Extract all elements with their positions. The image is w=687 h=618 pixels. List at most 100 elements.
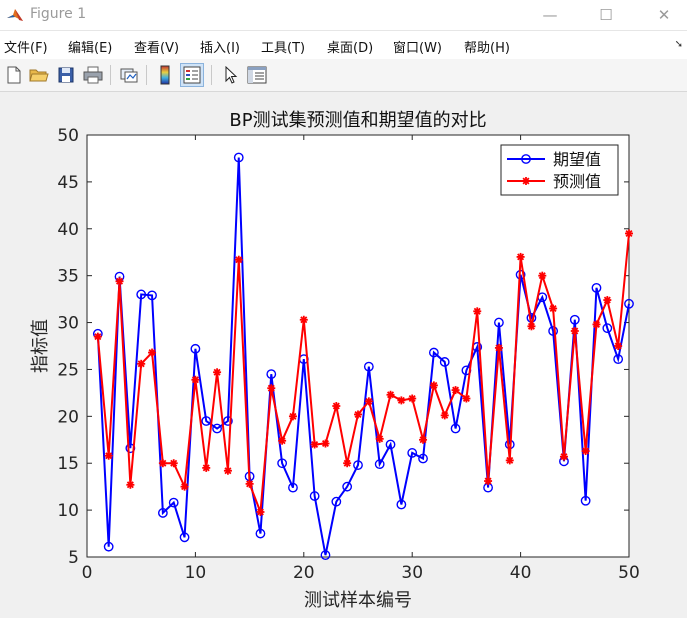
data-point-predicted bbox=[213, 368, 222, 377]
line-chart[interactable]: 0 10 20 30 40 50 5 10 15 20 25 30 35 40 45 50 BP测试集预测值和期… bbox=[0, 92, 687, 618]
y-tick-label: 35 bbox=[57, 267, 79, 287]
link-plot-icon bbox=[120, 68, 138, 83]
data-point-expected bbox=[385, 439, 396, 450]
data-point-predicted bbox=[473, 307, 482, 316]
print-icon bbox=[83, 66, 103, 84]
data-point-predicted bbox=[397, 396, 406, 405]
link-plot-button[interactable] bbox=[117, 63, 141, 87]
data-point-predicted bbox=[419, 435, 428, 444]
data-point-expected bbox=[569, 314, 580, 325]
legend-label: 期望值 bbox=[553, 150, 601, 169]
menu-file[interactable]: 文件(F) bbox=[4, 41, 48, 56]
axes-box bbox=[86, 134, 630, 558]
data-point-predicted bbox=[267, 384, 276, 393]
new-figure-button[interactable] bbox=[2, 63, 26, 87]
menu-insert[interactable]: 插入(I) bbox=[200, 41, 240, 56]
colorbar-icon bbox=[160, 65, 170, 85]
data-point-expected bbox=[201, 416, 212, 426]
data-point-predicted bbox=[245, 479, 254, 488]
data-point-expected bbox=[168, 497, 179, 508]
y-tick-label: 45 bbox=[57, 173, 79, 193]
data-point-predicted bbox=[516, 252, 525, 261]
data-point-expected bbox=[363, 361, 374, 372]
legend-box bbox=[500, 144, 619, 196]
data-point-predicted bbox=[115, 277, 124, 286]
data-point-expected bbox=[407, 448, 418, 458]
legend-marker bbox=[522, 177, 530, 185]
data-point-predicted bbox=[625, 229, 633, 238]
data-point-predicted bbox=[386, 390, 395, 399]
menu-overflow-arrow-icon[interactable]: ➘ bbox=[674, 39, 683, 50]
matlab-logo-icon bbox=[7, 9, 23, 21]
data-point-predicted bbox=[603, 296, 612, 305]
x-tick-label: 20 bbox=[293, 563, 315, 583]
data-point-predicted bbox=[137, 359, 146, 368]
minimize-icon: — bbox=[542, 6, 558, 24]
insert-legend-button[interactable] bbox=[180, 63, 204, 87]
data-point-predicted bbox=[223, 466, 232, 475]
y-tick-label: 50 bbox=[57, 126, 79, 146]
data-point-predicted bbox=[581, 447, 590, 456]
menu-tools[interactable]: 工具(T) bbox=[261, 41, 306, 56]
data-point-expected bbox=[147, 290, 157, 301]
data-point-predicted bbox=[375, 434, 384, 443]
edit-plot-button[interactable] bbox=[219, 63, 243, 87]
data-point-predicted bbox=[505, 456, 514, 465]
data-point-expected bbox=[624, 298, 634, 309]
data-point-predicted bbox=[354, 410, 362, 419]
data-point-predicted bbox=[256, 507, 265, 516]
print-figure-button[interactable] bbox=[81, 63, 105, 87]
data-point-predicted bbox=[299, 315, 308, 324]
toolbar-separator bbox=[110, 65, 111, 85]
y-tick-label: 30 bbox=[57, 314, 79, 334]
data-point-expected bbox=[288, 482, 298, 493]
close-button[interactable]: ✕ bbox=[641, 0, 687, 30]
maximize-button[interactable]: ☐ bbox=[583, 0, 629, 30]
data-point-predicted bbox=[462, 394, 471, 403]
menu-window[interactable]: 窗口(W) bbox=[393, 41, 442, 56]
data-point-expected bbox=[179, 532, 190, 543]
data-point-predicted bbox=[191, 375, 200, 384]
data-point-expected bbox=[266, 369, 277, 380]
menu-desktop[interactable]: 桌面(D) bbox=[327, 41, 374, 56]
data-point-expected bbox=[342, 481, 353, 492]
data-point-predicted bbox=[614, 342, 623, 350]
x-tick-label: 0 bbox=[82, 563, 93, 583]
data-point-predicted bbox=[429, 381, 438, 390]
menu-view[interactable]: 查看(V) bbox=[134, 41, 180, 56]
save-figure-button[interactable] bbox=[54, 63, 78, 87]
open-file-button[interactable] bbox=[27, 63, 51, 87]
data-point-expected bbox=[418, 453, 428, 464]
y-tick-label: 40 bbox=[57, 220, 79, 240]
toolbar-separator bbox=[146, 65, 147, 85]
property-inspector-button[interactable] bbox=[245, 63, 269, 87]
data-point-expected bbox=[353, 460, 363, 470]
data-point-predicted bbox=[202, 463, 211, 472]
data-point-predicted bbox=[104, 451, 113, 460]
data-point-expected bbox=[428, 347, 439, 358]
insert-colorbar-button[interactable] bbox=[153, 63, 177, 87]
menu-edit[interactable]: 编辑(E) bbox=[68, 41, 113, 56]
window-titlebar: Figure 1 — ☐ ✕ bbox=[0, 0, 687, 31]
x-tick-label: 40 bbox=[510, 563, 532, 583]
data-point-expected bbox=[450, 423, 461, 434]
data-point-predicted bbox=[158, 459, 167, 468]
data-point-expected bbox=[396, 499, 407, 510]
y-tick-label: 15 bbox=[57, 454, 79, 474]
x-axis-label: 测试样本编号 bbox=[304, 590, 412, 611]
y-tick-label: 25 bbox=[57, 360, 79, 380]
data-point-predicted bbox=[592, 320, 601, 329]
data-point-predicted bbox=[559, 452, 568, 461]
data-point-expected bbox=[223, 416, 233, 426]
maximize-icon: ☐ bbox=[599, 6, 613, 24]
data-point-predicted bbox=[440, 411, 449, 420]
minimize-button[interactable]: — bbox=[527, 0, 573, 30]
new-file-icon bbox=[7, 66, 21, 84]
figure-canvas[interactable]: 0 10 20 30 40 50 5 10 15 20 25 30 35 40 45 50 BP测试集预测值和期… bbox=[0, 92, 687, 618]
data-point-predicted bbox=[538, 271, 547, 280]
menu-help[interactable]: 帮助(H) bbox=[464, 41, 510, 56]
x-tick-label: 30 bbox=[401, 563, 423, 583]
x-tick-label: 10 bbox=[185, 563, 207, 583]
data-point-expected bbox=[494, 317, 504, 328]
open-folder-icon bbox=[29, 69, 49, 82]
